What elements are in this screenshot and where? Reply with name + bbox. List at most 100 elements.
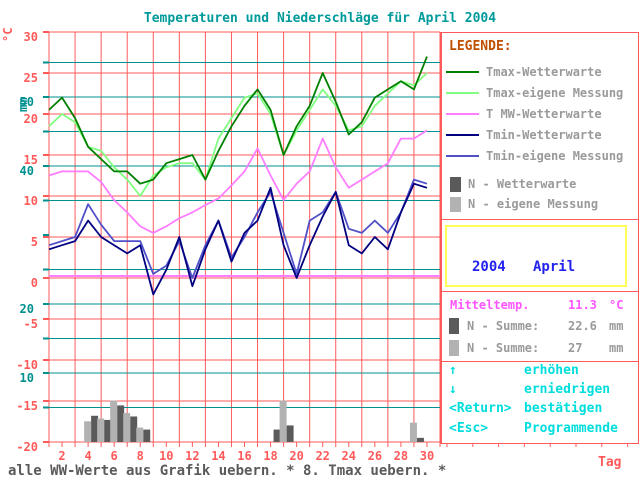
help-row-decrease: ↓ erniedrigen bbox=[442, 382, 638, 400]
mean-temp-unit: °C bbox=[609, 298, 624, 312]
day-tick-label: 22 bbox=[315, 449, 330, 463]
temp-tick-label: -20 bbox=[16, 440, 38, 454]
day-tick-label: 18 bbox=[263, 449, 278, 463]
legend-item-label: T MW-Wetterwarte bbox=[486, 107, 602, 121]
precip-bar bbox=[97, 418, 105, 442]
esc-key-label: <Esc> bbox=[449, 421, 489, 436]
legend-item: N - Wetterwarte bbox=[442, 175, 638, 193]
precip-bar bbox=[279, 400, 287, 442]
precip-bar bbox=[286, 425, 294, 442]
precip-bar bbox=[104, 419, 112, 442]
precip-bar bbox=[273, 429, 281, 442]
precip-bar bbox=[143, 429, 151, 442]
series-line-Tmax-Wetterwarte bbox=[48, 56, 428, 185]
legend-item: T MW-Wetterwarte bbox=[442, 105, 638, 123]
mean-temp-label: Mitteltemp. bbox=[450, 298, 530, 312]
precip-tick-label: 50 bbox=[19, 94, 34, 109]
help-action: erhöhen bbox=[524, 363, 579, 378]
panel-divider bbox=[442, 361, 638, 362]
legend-bar-swatch-icon bbox=[450, 176, 461, 192]
precip-sum-unit: mm bbox=[609, 341, 624, 355]
legend-item: N - eigene Messung bbox=[442, 195, 638, 213]
temp-tick-label: 25 bbox=[23, 71, 38, 85]
series-line-T MW-Wetterwarte bbox=[48, 129, 428, 234]
day-tick-label: 28 bbox=[393, 449, 409, 463]
precip-bar bbox=[110, 400, 118, 442]
legend-line-swatch-icon bbox=[446, 155, 479, 157]
legend-line-swatch-icon bbox=[446, 113, 479, 115]
legend-item-label: N - Wetterwarte bbox=[468, 177, 577, 191]
legend-line-swatch-icon bbox=[446, 71, 479, 73]
temp-tick-label: 30 bbox=[23, 30, 38, 44]
temp-tick-label: 15 bbox=[23, 153, 38, 167]
precip-bar bbox=[84, 421, 92, 442]
legend-item: Tmin-eigene Messung bbox=[442, 147, 638, 165]
legend-heading: LEGENDE: bbox=[449, 39, 512, 54]
temp-tick-label: -15 bbox=[16, 399, 38, 413]
help-action: erniedrigen bbox=[524, 382, 611, 397]
precip-tick-label: 20 bbox=[19, 301, 34, 316]
chart-title: Temperaturen und Niederschläge für April… bbox=[143, 11, 497, 26]
precip-bar bbox=[416, 437, 424, 442]
temp-tick-label: 20 bbox=[23, 112, 38, 126]
precip-sum-label: N - Summe: bbox=[467, 319, 540, 333]
precip-bar bbox=[409, 422, 417, 442]
day-tick-label: 24 bbox=[341, 449, 356, 463]
help-action: bestätigen bbox=[524, 401, 603, 416]
temp-tick-label: 5 bbox=[30, 235, 38, 249]
panel-divider bbox=[442, 291, 638, 292]
precip-sum-unit: mm bbox=[609, 319, 624, 333]
legend-item: Tmax-Wetterwarte bbox=[442, 63, 638, 81]
legend-item: Tmin-Wetterwarte bbox=[442, 126, 638, 144]
selected-year[interactable]: 2004 bbox=[472, 259, 506, 275]
precip-sum-wetterwarte-row: N - Summe: 22.6 mm bbox=[442, 317, 638, 335]
return-key-label: <Return> bbox=[449, 401, 512, 416]
day-tick-label: 4 bbox=[84, 449, 92, 463]
precip-bar bbox=[123, 413, 131, 442]
help-action: Programmende bbox=[524, 421, 618, 436]
precip-tick-label: 10 bbox=[19, 370, 34, 385]
x-axis-label: Tag bbox=[598, 455, 622, 470]
day-tick-label: 14 bbox=[211, 449, 226, 463]
selected-month[interactable]: April bbox=[533, 259, 576, 275]
temp-tick-label: -10 bbox=[16, 358, 38, 372]
panel-divider bbox=[442, 219, 638, 220]
month-year-selector[interactable]: 2004 April bbox=[445, 225, 627, 287]
legend-item-label: N - eigene Messung bbox=[468, 197, 599, 211]
help-row-confirm: <Return> bestätigen bbox=[442, 401, 638, 419]
help-row-increase: ↑ erhöhen bbox=[442, 363, 638, 381]
day-tick-label: 20 bbox=[289, 449, 304, 463]
temp-tick-label: 10 bbox=[23, 194, 38, 208]
mean-temp-value: 11.3 bbox=[568, 298, 597, 312]
precip-sum-value: 22.6 bbox=[568, 319, 597, 333]
temp-tick-label: -5 bbox=[23, 317, 38, 331]
day-tick-label: 16 bbox=[237, 449, 252, 463]
precip-bar bbox=[91, 415, 99, 442]
legend-line-swatch-icon bbox=[446, 134, 479, 136]
day-tick-label: 2 bbox=[58, 449, 66, 463]
precip-bar bbox=[136, 427, 144, 442]
day-tick-label: 26 bbox=[367, 449, 383, 463]
precip-sum-label: N - Summe: bbox=[467, 341, 540, 355]
precip-sum-eigene-row: N - Summe: 27 mm bbox=[442, 339, 638, 357]
dark-bar-swatch-icon bbox=[449, 318, 459, 334]
series-line-Tmin-Wetterwarte bbox=[48, 182, 428, 296]
legend-item-label: Tmax-eigene Messung bbox=[486, 86, 624, 100]
help-row-exit: <Esc> Programmende bbox=[442, 421, 638, 439]
series-line-Tmax-eigene Messung bbox=[48, 72, 428, 197]
status-bar: alle WW-Werte aus Grafik uebern. * 8. Tm… bbox=[8, 463, 447, 479]
legend-line-swatch-icon bbox=[446, 92, 479, 94]
precip-bar bbox=[130, 416, 138, 442]
light-bar-swatch-icon bbox=[449, 340, 459, 356]
day-tick-label: 30 bbox=[419, 449, 435, 463]
day-tick-label: 10 bbox=[159, 449, 174, 463]
side-panel: LEGENDE: Tmax-Wetterwarte Tmax-eigene Mes… bbox=[440, 32, 639, 444]
temp-tick-label: 0 bbox=[30, 276, 38, 290]
precip-bar bbox=[117, 405, 125, 442]
legend-item-label: Tmax-Wetterwarte bbox=[486, 65, 602, 79]
arrow-down-icon: ↓ bbox=[449, 382, 457, 397]
day-tick-label: 8 bbox=[136, 449, 144, 463]
legend-item: Tmax-eigene Messung bbox=[442, 84, 638, 102]
